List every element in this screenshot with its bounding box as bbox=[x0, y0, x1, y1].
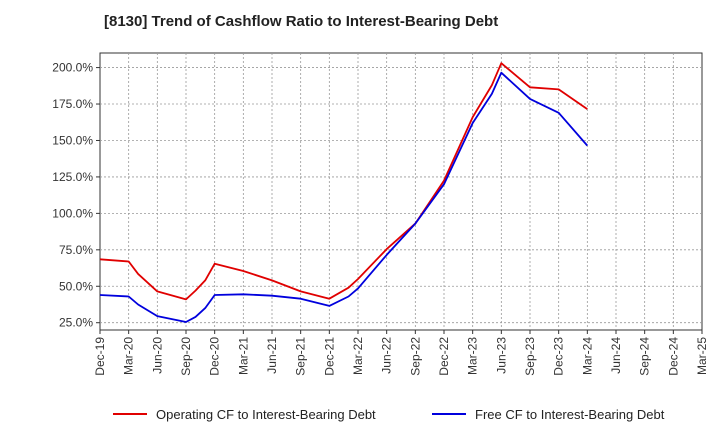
x-tick-label: Sep-24 bbox=[638, 337, 652, 376]
y-tick-label: 125.0% bbox=[52, 170, 93, 184]
x-tick-label: Sep-23 bbox=[523, 337, 537, 376]
y-tick-label: 50.0% bbox=[59, 279, 93, 293]
legend-label-free-cf: Free CF to Interest-Bearing Debt bbox=[475, 407, 665, 422]
x-tick-label: Dec-20 bbox=[208, 337, 222, 376]
x-tick-label: Jun-24 bbox=[609, 337, 623, 374]
x-tick-label: Mar-21 bbox=[236, 337, 250, 375]
chart-title: [8130] Trend of Cashflow Ratio to Intere… bbox=[104, 13, 499, 30]
y-tick-label: 75.0% bbox=[59, 243, 93, 257]
x-tick-label: Jun-22 bbox=[380, 337, 394, 374]
legend-label-operating-cf: Operating CF to Interest-Bearing Debt bbox=[156, 407, 376, 422]
y-tick-label: 100.0% bbox=[52, 206, 93, 220]
x-tick-label: Dec-21 bbox=[322, 337, 336, 376]
x-tick-label: Dec-23 bbox=[552, 337, 566, 376]
y-tick-label: 175.0% bbox=[52, 97, 93, 111]
x-tick-label: Dec-19 bbox=[93, 337, 107, 376]
x-tick-label: Sep-20 bbox=[179, 337, 193, 376]
x-tick-label: Mar-23 bbox=[466, 337, 480, 375]
y-tick-label: 200.0% bbox=[52, 61, 93, 75]
x-tick-label: Jun-23 bbox=[494, 337, 508, 374]
x-tick-label: Sep-22 bbox=[408, 337, 422, 376]
y-tick-label: 150.0% bbox=[52, 133, 93, 147]
series-line-operating-cf bbox=[99, 62, 588, 301]
x-tick-label: Dec-22 bbox=[437, 337, 451, 376]
x-tick-label: Jun-21 bbox=[265, 337, 279, 374]
x-tick-label: Sep-21 bbox=[294, 337, 308, 376]
x-tick-label: Mar-25 bbox=[695, 337, 709, 375]
x-tick-label: Jun-20 bbox=[150, 337, 164, 374]
x-tick-label: Dec-24 bbox=[666, 337, 680, 376]
x-tick-label: Mar-20 bbox=[122, 337, 136, 375]
x-tick-label: Mar-24 bbox=[580, 337, 594, 375]
plot-area bbox=[99, 52, 703, 331]
x-tick-label: Mar-22 bbox=[351, 337, 365, 375]
y-tick-label: 25.0% bbox=[59, 316, 93, 330]
series-line-free-cf bbox=[99, 71, 588, 323]
